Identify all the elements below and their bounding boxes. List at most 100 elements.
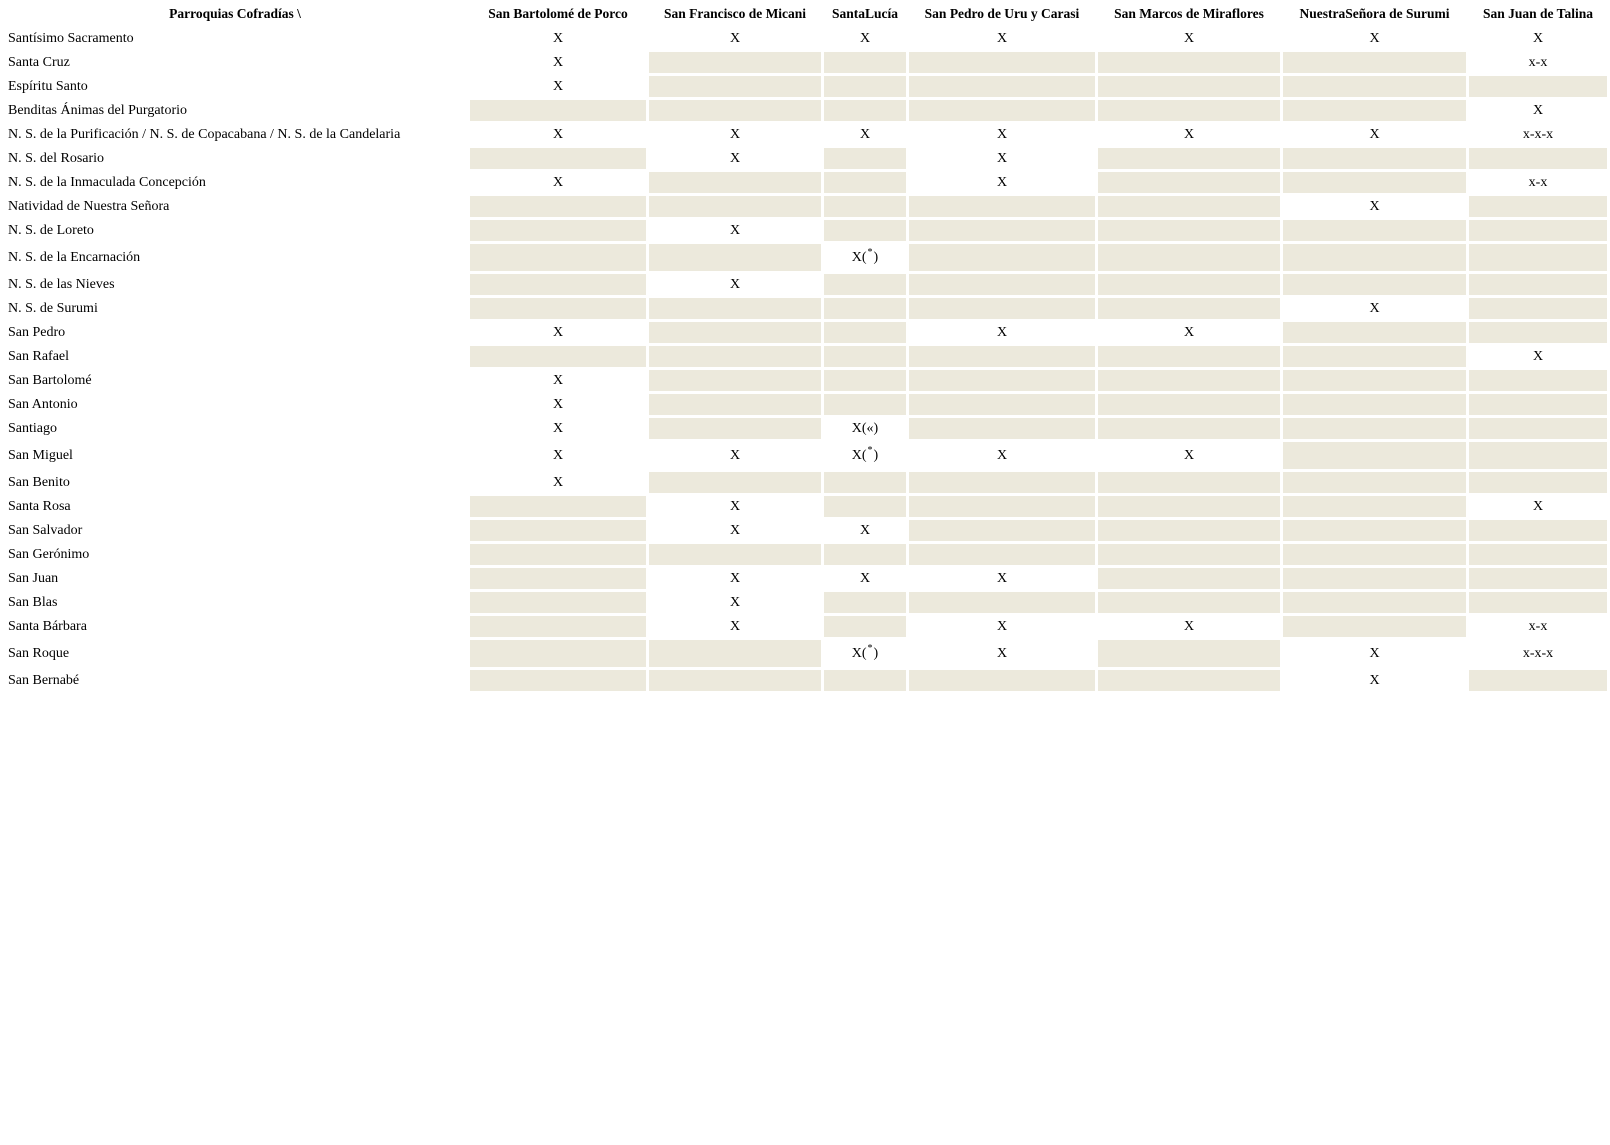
empty-cell	[909, 52, 1095, 73]
empty-cell	[1469, 244, 1607, 271]
table-row: Santísimo Sacramento X X X X X X X	[3, 28, 1607, 49]
table-row: San Rafael X	[3, 346, 1607, 367]
empty-cell	[1098, 592, 1280, 613]
mark-cell: X	[649, 124, 821, 145]
empty-cell	[824, 100, 906, 121]
table-row: Espíritu Santo X	[3, 76, 1607, 97]
empty-cell	[1283, 322, 1466, 343]
column-header: SantaLucía	[824, 3, 906, 25]
empty-cell	[1283, 220, 1466, 241]
empty-cell	[1283, 274, 1466, 295]
mark-cell: X	[1098, 616, 1280, 637]
empty-cell	[1469, 418, 1607, 439]
empty-cell	[1469, 568, 1607, 589]
empty-cell	[470, 196, 646, 217]
mark-cell: X	[470, 76, 646, 97]
empty-cell	[1098, 472, 1280, 493]
empty-cell	[470, 496, 646, 517]
empty-cell	[824, 592, 906, 613]
row-label: San Roque	[3, 640, 467, 667]
mark-cell: X	[909, 442, 1095, 469]
table-row: Santa Rosa X X	[3, 496, 1607, 517]
mark-cell: X	[649, 28, 821, 49]
mark-cell: X	[470, 52, 646, 73]
empty-cell	[1283, 172, 1466, 193]
row-label: Santa Bárbara	[3, 616, 467, 637]
mark-cell: X	[649, 442, 821, 469]
empty-cell	[1283, 418, 1466, 439]
empty-cell	[909, 370, 1095, 391]
empty-cell	[909, 100, 1095, 121]
parroquias-cofradias-table: Parroquias Cofradías \ San Bartolomé de …	[3, 3, 1607, 691]
empty-cell	[470, 592, 646, 613]
mark-cell: X	[649, 592, 821, 613]
mark-cell: x-x-x	[1469, 124, 1607, 145]
empty-cell	[649, 472, 821, 493]
row-label: Espíritu Santo	[3, 76, 467, 97]
mark-cell: X	[909, 322, 1095, 343]
empty-cell	[470, 274, 646, 295]
table-row: N. S. de las Nieves X	[3, 274, 1607, 295]
empty-cell	[1098, 568, 1280, 589]
mark-cell: X	[824, 520, 906, 541]
column-header: San Pedro de Uru y Carasi	[909, 3, 1095, 25]
empty-cell	[1283, 52, 1466, 73]
empty-cell	[1283, 544, 1466, 565]
empty-cell	[1098, 418, 1280, 439]
empty-cell	[1469, 220, 1607, 241]
empty-cell	[649, 394, 821, 415]
mark-cell: X	[909, 172, 1095, 193]
mark-cell: X	[470, 322, 646, 343]
empty-cell	[1098, 394, 1280, 415]
empty-cell	[470, 640, 646, 667]
corner-header: Parroquias Cofradías \	[3, 3, 467, 25]
empty-cell	[1283, 592, 1466, 613]
empty-cell	[1283, 346, 1466, 367]
table-row: San Antonio X	[3, 394, 1607, 415]
empty-cell	[1469, 592, 1607, 613]
empty-cell	[1098, 274, 1280, 295]
row-label: San Bartolomé	[3, 370, 467, 391]
empty-cell	[1469, 442, 1607, 469]
row-label: N. S. de la Purificación / N. S. de Copa…	[3, 124, 467, 145]
empty-cell	[1283, 496, 1466, 517]
row-label: San Blas	[3, 592, 467, 613]
empty-cell	[649, 52, 821, 73]
row-label: N. S. de Surumi	[3, 298, 467, 319]
mark-cell: X	[1469, 100, 1607, 121]
empty-cell	[1098, 520, 1280, 541]
empty-cell	[909, 544, 1095, 565]
table-row: San Pedro X X X	[3, 322, 1607, 343]
table-row: San Blas X	[3, 592, 1607, 613]
row-label: N. S. de la Encarnación	[3, 244, 467, 271]
row-label: San Salvador	[3, 520, 467, 541]
empty-cell	[1283, 568, 1466, 589]
mark-cell: X	[470, 394, 646, 415]
mark-cell: X	[1283, 640, 1466, 667]
empty-cell	[1469, 196, 1607, 217]
empty-cell	[649, 76, 821, 97]
mark-cell: x-x	[1469, 52, 1607, 73]
mark-cell-asterisk: X(*)	[824, 442, 906, 469]
mark-cell: X	[909, 616, 1095, 637]
empty-cell	[824, 544, 906, 565]
empty-cell	[824, 370, 906, 391]
row-label: San Juan	[3, 568, 467, 589]
empty-cell	[470, 220, 646, 241]
empty-cell	[649, 298, 821, 319]
empty-cell	[909, 196, 1095, 217]
empty-cell	[824, 616, 906, 637]
row-label: Santiago	[3, 418, 467, 439]
empty-cell	[1283, 76, 1466, 97]
empty-cell	[1098, 346, 1280, 367]
empty-cell	[1098, 544, 1280, 565]
empty-cell	[649, 172, 821, 193]
empty-cell	[824, 76, 906, 97]
empty-cell	[824, 670, 906, 691]
empty-cell	[1098, 148, 1280, 169]
empty-cell	[1469, 148, 1607, 169]
row-label: San Benito	[3, 472, 467, 493]
